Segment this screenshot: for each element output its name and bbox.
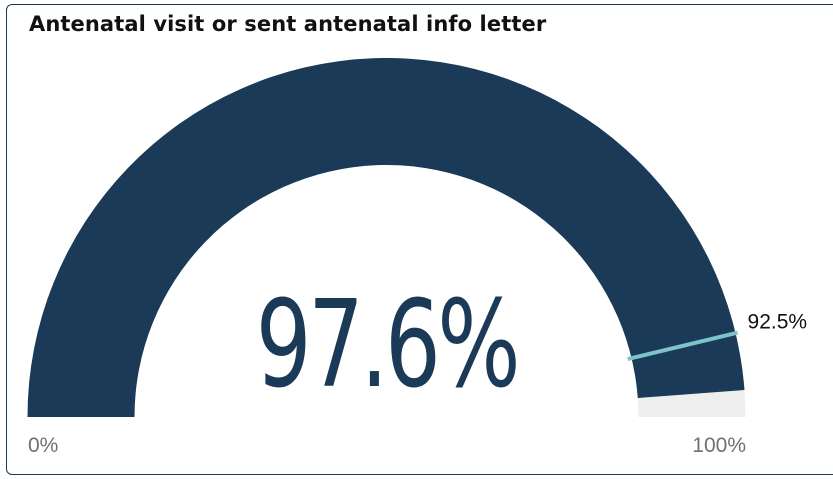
gauge-max-label: 100% [692, 434, 746, 457]
gauge-value-arc [27, 57, 745, 417]
chart-title: Antenatal visit or sent antenatal info l… [29, 12, 547, 36]
target-label: 92.5% [748, 311, 808, 334]
gauge-value-label: 97.6% [256, 274, 517, 415]
gauge-min-label: 0% [28, 434, 58, 457]
gauge-target-marker [627, 330, 738, 362]
